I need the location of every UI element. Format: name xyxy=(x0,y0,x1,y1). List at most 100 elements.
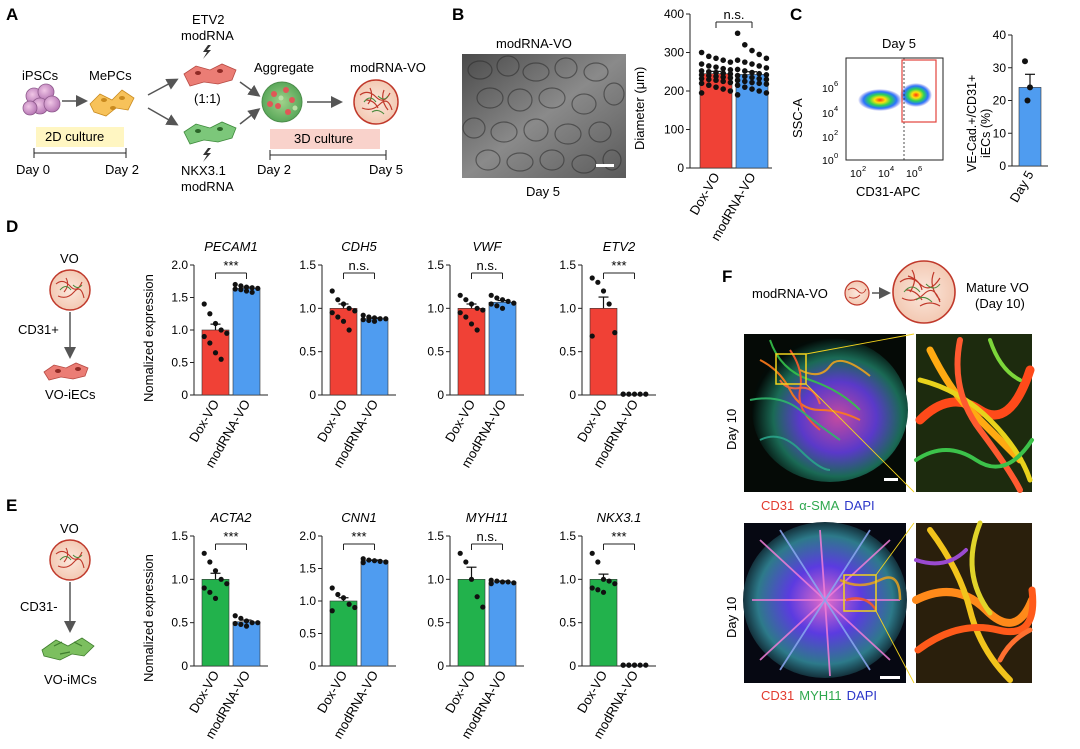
panel-label-a: A xyxy=(6,5,18,24)
data-point xyxy=(749,69,755,76)
ratio-label: (1:1) xyxy=(194,91,221,106)
data-point xyxy=(720,57,726,63)
y-tick-label: 0.5 xyxy=(427,345,444,359)
data-point xyxy=(763,81,770,87)
data-point xyxy=(742,78,748,85)
y-tick-label: 40 xyxy=(993,28,1007,42)
data-point xyxy=(511,580,517,586)
data-point xyxy=(713,64,719,70)
diameter-chart: 0100200300400Dox-VOmodRNA-VOn.s.Diameter… xyxy=(632,7,772,243)
data-point xyxy=(727,59,734,65)
flow-x-tick: 10 xyxy=(878,168,890,180)
data-point xyxy=(713,55,719,62)
y-tick-label: 1.5 xyxy=(171,291,188,305)
arrow-icon xyxy=(239,81,261,97)
data-point xyxy=(499,297,506,303)
data-point xyxy=(742,59,748,65)
data-point xyxy=(346,327,352,333)
scale-bar xyxy=(884,478,898,481)
data-point xyxy=(511,300,517,306)
data-point xyxy=(727,88,734,94)
aggregate-label: Aggregate xyxy=(254,60,314,75)
data-point xyxy=(720,65,726,72)
data-point xyxy=(340,301,347,307)
y-tick-label: 0 xyxy=(181,388,188,402)
iec-cells-icon xyxy=(43,362,89,381)
data-point xyxy=(201,550,207,556)
data-point xyxy=(468,301,475,307)
flow-y-tick-exponent: 2 xyxy=(834,128,838,137)
category-label: Day 5 xyxy=(1007,168,1037,205)
data-point xyxy=(238,615,244,621)
y-tick-label: 1.0 xyxy=(299,301,316,315)
data-point xyxy=(457,550,463,556)
y-tick-label: 1.0 xyxy=(171,572,188,586)
data-point xyxy=(600,576,607,582)
panel-label-e: E xyxy=(6,496,17,515)
chart-title: MYH11 xyxy=(466,510,508,525)
data-point xyxy=(243,623,250,629)
y-tick-label: 1.5 xyxy=(171,529,188,543)
bar xyxy=(360,318,389,396)
confocal-vessels-asma xyxy=(749,339,871,471)
data-point xyxy=(463,559,469,565)
data-point xyxy=(620,391,626,397)
legend-dapi: DAPI xyxy=(844,498,874,513)
panel-d-charts: 00.51.01.52.0Dox-VOmodRNA-VO***PECAM100.… xyxy=(171,239,656,470)
flow-y-tick: 10 xyxy=(822,132,834,144)
significance-label: n.s. xyxy=(477,529,498,544)
y-tick-label: 0 xyxy=(309,659,316,673)
data-point xyxy=(218,327,224,333)
data-point xyxy=(249,285,255,291)
y-tick-label: 0.5 xyxy=(299,345,316,359)
data-point xyxy=(742,84,748,90)
y-tick-label: 0.5 xyxy=(559,616,576,630)
flow-population-neg xyxy=(858,89,902,111)
y-tick-label: 1.0 xyxy=(427,572,444,586)
vascular-organoid-icon xyxy=(353,79,399,125)
y-tick-label: 2.0 xyxy=(299,529,316,543)
bar xyxy=(201,579,230,667)
culture-3d-box xyxy=(270,129,380,149)
panel-d-schematic: VO CD31+ VO-iECs Nomalized expression xyxy=(18,251,156,402)
iec-percentage-chart: 0 10 20 30 40 Day 5 VE-Cad.+/CD31+iECs (%) xyxy=(965,28,1048,205)
y-axis-title-line: iECs (%) xyxy=(979,109,993,158)
data-point xyxy=(207,559,213,565)
data-point xyxy=(620,662,626,668)
bar xyxy=(360,560,389,667)
vo-label-e: VO xyxy=(60,521,79,536)
data-point xyxy=(595,587,601,593)
bar xyxy=(589,308,618,396)
significance-label: *** xyxy=(223,529,238,544)
data-point xyxy=(212,350,219,356)
data-point xyxy=(371,318,378,324)
flow-y-tick-exponent: 6 xyxy=(834,79,838,88)
flow-y-tick: 10 xyxy=(822,83,834,95)
micrograph-title: modRNA-VO xyxy=(496,36,572,51)
y-tick-label: 400 xyxy=(664,7,684,21)
data-point xyxy=(713,77,719,84)
significance-label: n.s. xyxy=(477,258,498,273)
data-point xyxy=(706,53,712,60)
significance-label: *** xyxy=(223,258,238,273)
data-point xyxy=(698,68,705,74)
panel-b: modRNA-VO Day 5 0100200300400Dox-VOmodRN… xyxy=(462,7,772,243)
data-point xyxy=(749,79,755,86)
culture-2d-box xyxy=(36,127,124,147)
data-point xyxy=(763,76,770,83)
data-point xyxy=(706,76,712,83)
confocal-zoom-vessels-asma xyxy=(914,337,1035,493)
data-point xyxy=(212,595,219,602)
data-point xyxy=(595,559,601,565)
data-point xyxy=(377,316,383,322)
data-point xyxy=(480,307,486,313)
data-point xyxy=(606,578,612,584)
y-tick-label: 1.5 xyxy=(427,529,444,543)
ipsc-cluster-icon xyxy=(22,83,61,116)
data-point xyxy=(626,662,632,668)
flow-y-ticks: 10 6 10 4 10 2 10 0 xyxy=(822,79,838,167)
flow-x-tick: 10 xyxy=(850,168,862,180)
y-tick-label: 0 xyxy=(181,659,188,673)
